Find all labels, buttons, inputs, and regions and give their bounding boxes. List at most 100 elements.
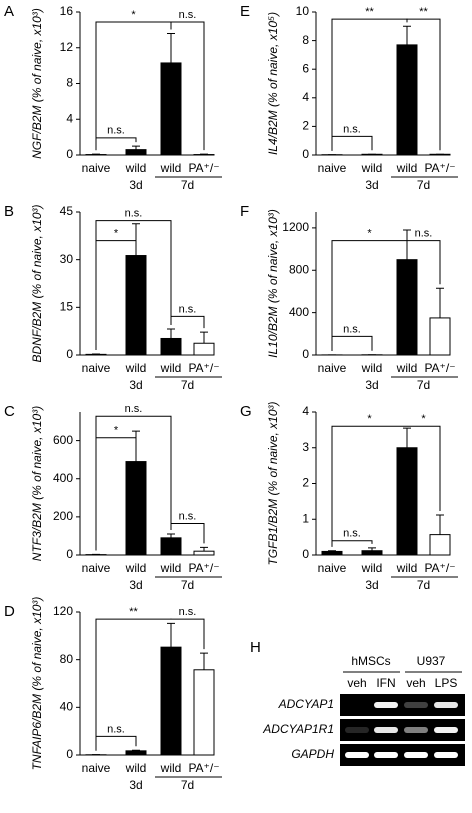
error-bar bbox=[200, 546, 208, 552]
y-tick-label: 10 bbox=[296, 4, 310, 18]
y-tick-label: 400 bbox=[53, 471, 73, 485]
significance-label: n.s. bbox=[125, 207, 143, 219]
gel-band bbox=[434, 752, 458, 758]
error-bar bbox=[368, 547, 376, 551]
y-axis-label: IL4/B2M (% of naive, x10⁵) bbox=[266, 12, 280, 155]
x-tick-label: wild bbox=[125, 561, 147, 575]
bar bbox=[396, 447, 418, 556]
significance-label: n.s. bbox=[343, 528, 361, 540]
gel-strip bbox=[340, 694, 465, 716]
gel-strip bbox=[340, 744, 465, 766]
x-tick-label: wild bbox=[361, 561, 383, 575]
y-tick-label: 0 bbox=[302, 547, 309, 561]
y-axis-label: TGFB1/B2M (% of naive, x10³) bbox=[266, 401, 280, 565]
panel-letter: C bbox=[4, 403, 15, 420]
gel-lane-label: LPS bbox=[435, 676, 458, 690]
significance-label: n.s. bbox=[343, 123, 361, 135]
gel-band bbox=[345, 752, 369, 758]
significance-label: * bbox=[421, 413, 426, 425]
x-tick-label: naive bbox=[318, 161, 347, 175]
panel-letter: E bbox=[240, 3, 250, 20]
gel-row-label: ADCYAP1 bbox=[278, 697, 334, 711]
group-label: 7d bbox=[181, 578, 194, 592]
error-bar bbox=[132, 749, 140, 751]
significance-bracket bbox=[95, 240, 136, 351]
error-bar bbox=[132, 430, 140, 462]
panel-letter: B bbox=[4, 203, 14, 220]
y-axis-label: IL10/B2M (% of naive, x10³) bbox=[266, 209, 280, 358]
bar bbox=[429, 317, 451, 356]
y-tick-label: 15 bbox=[60, 300, 74, 314]
significance-bracket bbox=[170, 315, 205, 329]
panel-letter: D bbox=[4, 603, 15, 620]
significance-label: * bbox=[114, 228, 119, 240]
gel-band bbox=[374, 727, 398, 733]
gel-band bbox=[404, 702, 428, 708]
gel-row-label: GAPDH bbox=[291, 747, 334, 761]
y-tick-label: 0 bbox=[66, 147, 73, 161]
bar bbox=[429, 534, 451, 556]
y-tick-label: 1200 bbox=[282, 220, 309, 234]
y-tick-label: 3 bbox=[302, 440, 309, 454]
error-bar bbox=[167, 622, 175, 648]
bar bbox=[396, 259, 418, 356]
x-tick-label: naive bbox=[82, 361, 111, 375]
y-tick-label: 0 bbox=[66, 547, 73, 561]
gel-lane-label: veh bbox=[406, 676, 425, 690]
group-label: 7d bbox=[417, 178, 430, 192]
group-label: 3d bbox=[129, 378, 142, 392]
significance-bracket bbox=[407, 425, 441, 511]
y-tick-label: 400 bbox=[289, 305, 309, 319]
significance-label: * bbox=[367, 228, 372, 240]
x-tick-label: wild bbox=[160, 161, 182, 175]
y-axis-label: TNFAIP6/B2M (% of naive, x10³) bbox=[30, 597, 44, 771]
significance-label: * bbox=[131, 9, 136, 21]
panel-letter: G bbox=[240, 403, 252, 420]
error-bar bbox=[167, 533, 175, 538]
group-label: 7d bbox=[181, 778, 194, 792]
y-axis-label: NGF/B2M (% of naive, x10³) bbox=[30, 8, 44, 159]
bar bbox=[396, 44, 418, 156]
error-bar bbox=[132, 145, 140, 150]
significance-bracket bbox=[95, 735, 137, 751]
y-tick-label: 6 bbox=[302, 61, 309, 75]
bar bbox=[160, 337, 182, 356]
y-tick-label: 0 bbox=[66, 747, 73, 761]
x-tick-label: PA⁺/⁻ bbox=[188, 161, 219, 175]
x-tick-label: naive bbox=[82, 761, 111, 775]
significance-label: ** bbox=[129, 606, 138, 618]
group-label: 3d bbox=[365, 178, 378, 192]
y-axis-label: NTF3/B2M (% of naive, x10³) bbox=[30, 406, 44, 561]
gel-band bbox=[434, 727, 458, 733]
group-label: 7d bbox=[417, 578, 430, 592]
significance-label: n.s. bbox=[107, 723, 125, 735]
y-tick-label: 600 bbox=[53, 433, 73, 447]
group-label: 3d bbox=[365, 578, 378, 592]
significance-label: n.s. bbox=[179, 9, 197, 21]
significance-label: ** bbox=[365, 6, 374, 18]
group-label: 7d bbox=[181, 178, 194, 192]
y-tick-label: 0 bbox=[302, 147, 309, 161]
significance-bracket bbox=[170, 21, 205, 151]
y-tick-label: 1 bbox=[302, 511, 309, 525]
x-tick-label: wild bbox=[160, 561, 182, 575]
gel-band bbox=[374, 752, 398, 758]
y-tick-label: 200 bbox=[53, 509, 73, 523]
significance-bracket bbox=[331, 135, 373, 151]
significance-bracket bbox=[331, 240, 407, 351]
significance-label: n.s. bbox=[343, 323, 361, 335]
gel-strip bbox=[340, 719, 465, 741]
significance-label: n.s. bbox=[107, 125, 125, 137]
x-tick-label: wild bbox=[125, 161, 147, 175]
group-label: 3d bbox=[365, 378, 378, 392]
y-tick-label: 40 bbox=[60, 700, 74, 714]
bar bbox=[160, 537, 182, 556]
error-bar bbox=[403, 25, 411, 45]
y-tick-label: 8 bbox=[66, 76, 73, 90]
y-tick-label: 4 bbox=[302, 90, 309, 104]
significance-label: ** bbox=[419, 6, 428, 18]
x-tick-label: PA⁺/⁻ bbox=[188, 761, 219, 775]
gel-row-label: ADCYAP1R1 bbox=[262, 722, 334, 736]
y-axis-label: BDNF/B2M (% of naive, x10³) bbox=[30, 204, 44, 362]
